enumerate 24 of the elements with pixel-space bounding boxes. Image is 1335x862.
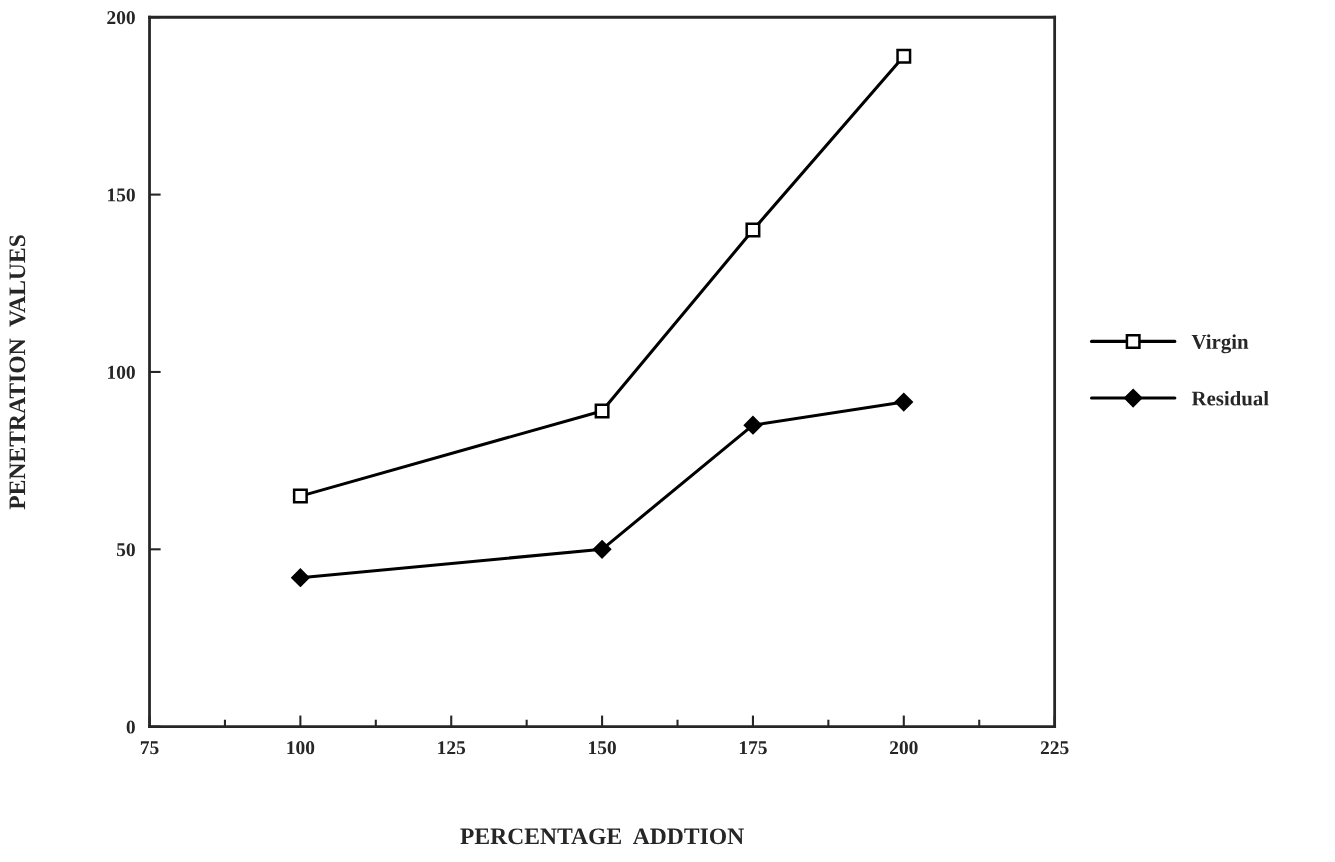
legend-label: Virgin — [1191, 334, 1249, 354]
y-tick-label: 50 — [116, 543, 135, 557]
legend-label: Residual — [1191, 390, 1269, 406]
y-axis-title: PENETRATION VALUES — [9, 235, 26, 510]
y-tick-label: 0 — [126, 720, 135, 734]
x-axis-title: PERCENTAGE ADDTION — [460, 828, 744, 845]
x-tick-label: 200 — [890, 741, 918, 755]
x-tick-label: 175 — [739, 741, 767, 755]
point — [292, 488, 308, 504]
point — [896, 48, 912, 64]
x-tick-label: 75 — [140, 741, 159, 755]
y-tick-label: 100 — [108, 365, 135, 379]
point — [594, 403, 610, 419]
x-tick-label: 150 — [589, 741, 616, 755]
y-tick-label: 200 — [107, 11, 135, 25]
point — [894, 393, 913, 412]
point — [743, 416, 763, 435]
x-tick-label: 125 — [438, 741, 466, 755]
point — [291, 568, 310, 587]
x-tick-label: 100 — [287, 741, 315, 755]
x-tick-label: 225 — [1040, 741, 1069, 755]
point — [592, 540, 612, 559]
y-tick-label: 150 — [108, 188, 135, 202]
point — [745, 222, 761, 238]
